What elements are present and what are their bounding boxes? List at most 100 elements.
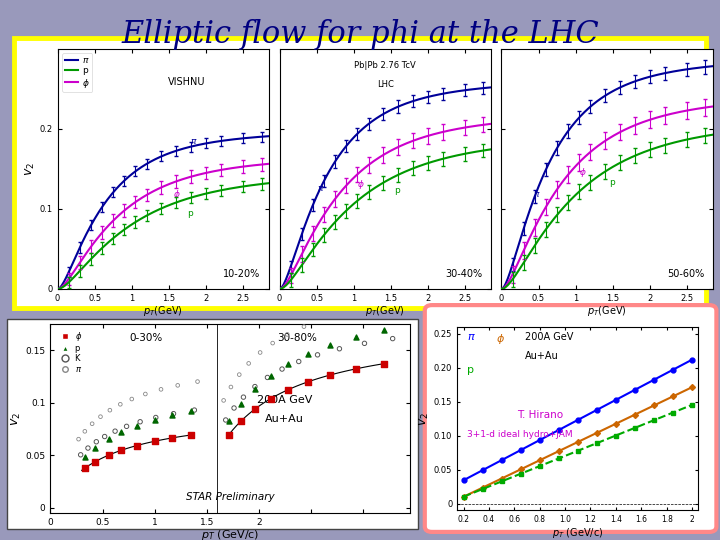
Point (73, 435, 84, 443)
Point (261, 373, 273, 382)
Point (238, 393, 249, 401)
Point (223, 430, 235, 439)
Text: p: p (395, 186, 400, 194)
Point (243, 359, 254, 368)
Text: $\phi$: $\phi$ (580, 166, 587, 179)
Point (192, 377, 203, 386)
Point (379, 359, 390, 368)
Text: STAR Preliminary: STAR Preliminary (186, 492, 275, 502)
Point (282, 360, 294, 369)
Point (99, 432, 110, 441)
Point (324, 341, 336, 350)
Point (121, 422, 132, 431)
Text: Au+Au: Au+Au (525, 350, 559, 361)
Point (249, 382, 261, 391)
X-axis label: $p_T$(GeV): $p_T$(GeV) (365, 304, 405, 318)
Text: $\pi$: $\pi$ (467, 332, 476, 342)
Point (233, 370, 245, 379)
Point (103, 451, 114, 460)
Point (89, 457, 101, 466)
Point (223, 417, 235, 426)
Text: $\phi$: $\phi$ (496, 332, 505, 346)
Point (95, 413, 107, 421)
Point (86, 420, 98, 428)
Text: 3+1-d ideal hydro+JAM: 3+1-d ideal hydro+JAM (467, 430, 572, 439)
Point (324, 371, 336, 380)
Point (302, 377, 314, 386)
Point (282, 330, 293, 339)
Point (235, 400, 247, 408)
Point (140, 390, 151, 399)
Legend: $\pi$, p, $\phi$: $\pi$, p, $\phi$ (62, 53, 92, 92)
Point (282, 386, 294, 394)
X-axis label: $p_T$(GeV): $p_T$(GeV) (143, 304, 183, 318)
Point (249, 385, 261, 394)
Text: 200A GeV: 200A GeV (525, 332, 573, 342)
X-axis label: $p_T$ (GeV/c): $p_T$ (GeV/c) (552, 525, 603, 539)
Y-axis label: $v_2$: $v_2$ (24, 162, 37, 176)
Point (167, 434, 179, 442)
X-axis label: $p_T$(GeV): $p_T$(GeV) (588, 304, 627, 318)
Text: p: p (609, 178, 615, 187)
Text: Elliptic flow for phi at the LHC: Elliptic flow for phi at the LHC (121, 19, 599, 50)
Point (156, 385, 167, 394)
Text: LHC: LHC (377, 80, 394, 89)
Point (361, 304, 372, 313)
Text: p: p (467, 365, 474, 375)
Text: 200A GeV: 200A GeV (257, 395, 312, 406)
Point (104, 406, 116, 415)
Point (75, 450, 86, 459)
Text: $\pi$: $\pi$ (533, 190, 540, 199)
Text: $\phi$: $\phi$ (173, 188, 180, 201)
Text: 30-80%: 30-80% (277, 334, 317, 343)
Point (267, 339, 279, 347)
Point (293, 357, 305, 366)
Point (149, 415, 161, 424)
Point (387, 334, 398, 343)
Point (126, 395, 138, 403)
Point (172, 381, 184, 390)
Text: T. Hirano: T. Hirano (518, 410, 564, 421)
Text: VISHNU: VISHNU (168, 77, 205, 87)
Point (351, 333, 362, 342)
Text: 0-30%: 0-30% (130, 334, 163, 343)
Point (338, 309, 349, 318)
Point (168, 409, 179, 418)
Point (312, 350, 323, 359)
Point (103, 435, 114, 443)
Point (225, 383, 237, 391)
Point (131, 441, 143, 450)
Y-axis label: $v_2$: $v_2$ (418, 411, 431, 426)
Point (359, 339, 370, 348)
Text: 30-40%: 30-40% (445, 269, 482, 279)
Point (89, 443, 101, 452)
Point (189, 406, 200, 414)
Point (116, 446, 127, 455)
Point (79, 464, 91, 472)
Point (150, 413, 161, 422)
Point (82, 444, 94, 453)
Point (254, 348, 266, 357)
Point (114, 400, 126, 409)
Point (387, 300, 398, 308)
Point (333, 345, 345, 353)
Point (116, 428, 127, 437)
Text: 50-60%: 50-60% (667, 269, 704, 279)
Point (131, 421, 143, 430)
Point (149, 437, 161, 445)
Point (317, 315, 328, 324)
Text: $\phi$: $\phi$ (357, 178, 365, 191)
Text: $\pi$: $\pi$ (189, 137, 197, 146)
Y-axis label: $v_2$: $v_2$ (9, 411, 22, 426)
Point (186, 430, 197, 439)
Point (91, 437, 102, 446)
X-axis label: $p_T$ (GeV/c): $p_T$ (GeV/c) (201, 528, 260, 540)
Text: p: p (187, 210, 193, 218)
Point (79, 427, 91, 436)
Point (135, 417, 146, 426)
Point (218, 396, 230, 405)
Point (235, 416, 247, 425)
Text: Pb|Pb 2.76 TcV: Pb|Pb 2.76 TcV (354, 60, 416, 70)
Point (249, 405, 261, 414)
Point (186, 407, 197, 415)
